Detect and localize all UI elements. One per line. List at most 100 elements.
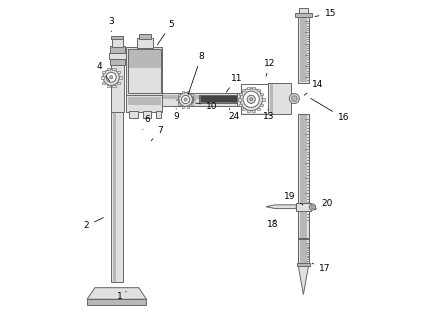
Bar — [298, 16, 309, 83]
Text: 2: 2 — [84, 218, 103, 230]
Bar — [113, 112, 116, 282]
Bar — [113, 68, 116, 70]
Bar — [176, 99, 179, 100]
Circle shape — [250, 98, 253, 101]
Bar — [128, 49, 160, 68]
Bar — [260, 104, 264, 106]
Circle shape — [240, 88, 262, 111]
Bar — [112, 36, 123, 40]
Bar — [110, 58, 125, 65]
Circle shape — [109, 76, 113, 79]
Circle shape — [182, 95, 190, 104]
Bar — [110, 46, 125, 54]
Bar — [178, 94, 180, 96]
Bar — [117, 82, 120, 84]
Bar — [187, 106, 189, 108]
Bar — [126, 47, 162, 95]
Circle shape — [179, 93, 192, 106]
Bar — [102, 82, 105, 84]
Bar — [107, 68, 110, 70]
Bar — [187, 91, 189, 93]
Bar — [297, 263, 310, 266]
Text: 5: 5 — [157, 20, 175, 45]
Bar — [199, 95, 237, 103]
Bar — [268, 83, 291, 115]
Bar — [112, 64, 124, 112]
Bar — [192, 99, 194, 100]
Bar — [129, 111, 138, 118]
Polygon shape — [298, 265, 309, 295]
Bar — [178, 103, 180, 105]
Bar — [128, 49, 160, 93]
Bar — [137, 38, 153, 48]
Bar — [109, 53, 126, 59]
Bar — [182, 91, 184, 93]
Circle shape — [106, 72, 116, 82]
Bar — [261, 98, 264, 100]
Bar — [112, 112, 123, 282]
Bar — [257, 108, 260, 110]
Bar — [238, 98, 241, 100]
Bar — [252, 110, 256, 112]
Bar — [102, 71, 105, 73]
Circle shape — [247, 95, 255, 103]
Bar — [299, 8, 308, 13]
Circle shape — [309, 204, 315, 210]
Bar — [252, 87, 256, 89]
Text: 20: 20 — [315, 199, 333, 209]
Bar — [295, 13, 312, 17]
Circle shape — [291, 96, 297, 101]
Bar — [200, 95, 237, 102]
Bar — [270, 84, 273, 113]
Bar — [107, 85, 110, 87]
Bar — [298, 114, 309, 239]
Bar — [241, 84, 271, 114]
Bar — [143, 111, 152, 118]
Text: 1: 1 — [117, 291, 126, 300]
Text: 7: 7 — [151, 126, 163, 141]
Text: 19: 19 — [284, 192, 303, 205]
Bar — [128, 97, 160, 105]
Bar — [296, 203, 311, 211]
Text: 10: 10 — [195, 102, 217, 111]
Text: 8: 8 — [188, 52, 204, 95]
Circle shape — [184, 98, 187, 101]
Text: 11: 11 — [226, 74, 242, 92]
Polygon shape — [178, 97, 193, 102]
Bar — [299, 115, 307, 238]
Text: 13: 13 — [263, 110, 274, 122]
Bar — [182, 106, 184, 108]
Polygon shape — [266, 205, 296, 208]
Bar — [242, 89, 245, 91]
Bar — [190, 94, 193, 96]
Circle shape — [103, 69, 119, 85]
Bar — [247, 110, 250, 112]
Text: 17: 17 — [312, 263, 330, 273]
Bar — [298, 238, 309, 265]
Text: 15: 15 — [315, 9, 336, 18]
Bar — [298, 16, 309, 83]
Bar — [242, 85, 270, 113]
Bar — [101, 76, 104, 78]
Polygon shape — [87, 288, 147, 299]
Text: 4: 4 — [96, 62, 110, 81]
Text: 3: 3 — [109, 17, 114, 32]
Bar — [298, 114, 309, 239]
Bar — [298, 238, 309, 265]
Text: 12: 12 — [264, 59, 276, 76]
Circle shape — [243, 91, 259, 107]
Bar — [242, 108, 245, 110]
Bar — [299, 239, 307, 265]
Bar — [247, 87, 250, 89]
Bar — [260, 93, 264, 95]
Bar — [126, 95, 162, 112]
Bar — [239, 93, 242, 95]
Text: 9: 9 — [173, 109, 179, 121]
Text: 16: 16 — [311, 98, 349, 122]
Bar — [299, 17, 307, 82]
Bar — [117, 71, 120, 73]
Bar — [119, 76, 122, 78]
Text: 14: 14 — [304, 80, 323, 95]
Bar — [112, 38, 123, 47]
Bar — [139, 35, 151, 39]
